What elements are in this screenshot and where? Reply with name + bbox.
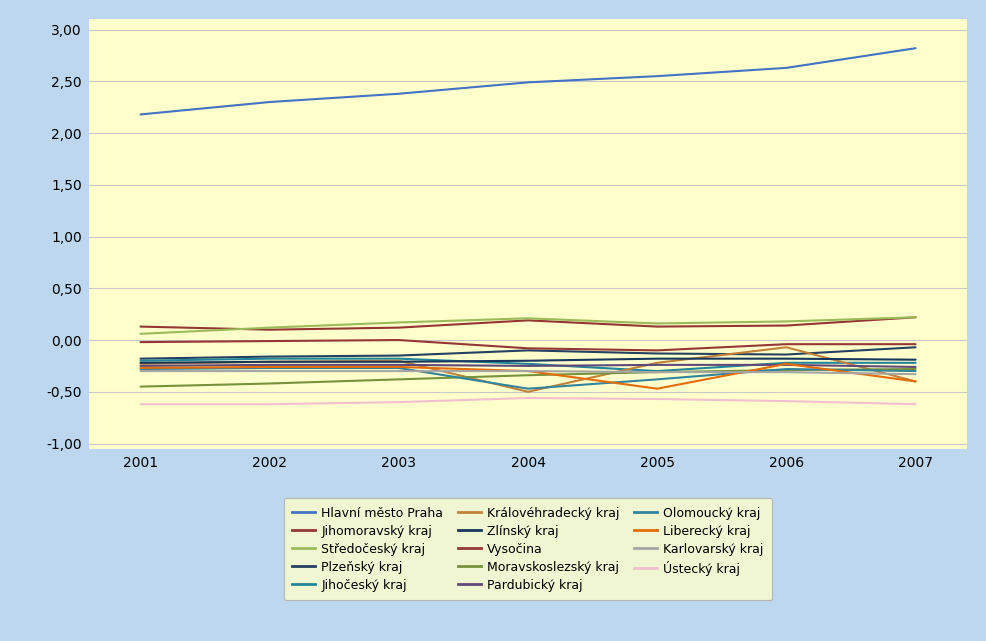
Legend: Hlavní město Praha, Jihomoravský kraj, Středočeský kraj, Plzeňský kraj, Jihočesk: Hlavní město Praha, Jihomoravský kraj, S… (283, 498, 772, 601)
